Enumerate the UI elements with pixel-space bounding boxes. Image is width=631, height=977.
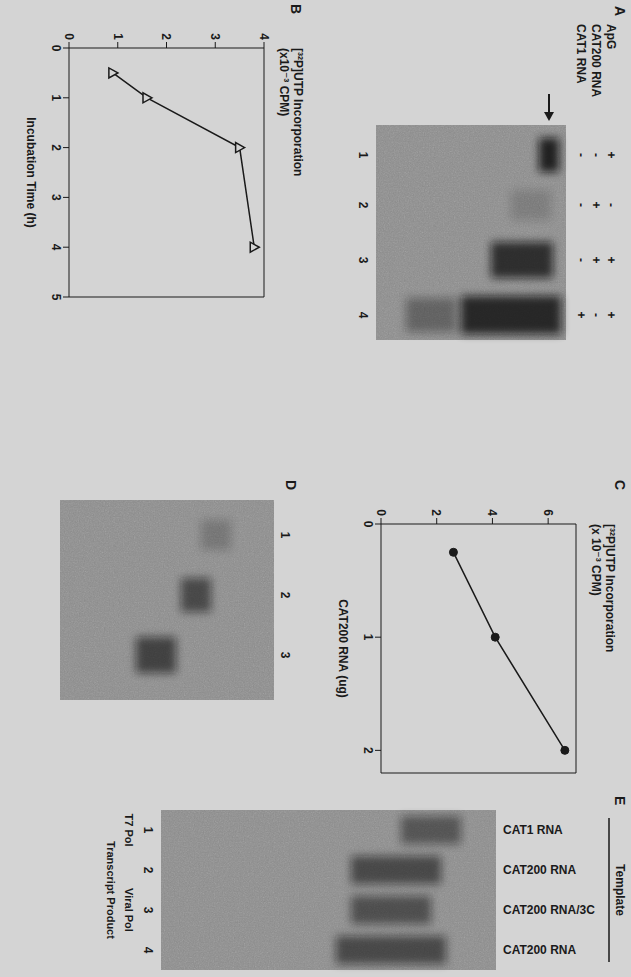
svg-text:1: 1 bbox=[361, 634, 375, 641]
svg-text:4: 4 bbox=[49, 244, 63, 251]
svg-text:2: 2 bbox=[361, 747, 375, 754]
svg-text:0: 0 bbox=[361, 521, 375, 528]
svg-text:D: D bbox=[283, 480, 299, 490]
svg-text:4: 4 bbox=[257, 33, 271, 40]
svg-text:+: + bbox=[589, 201, 603, 208]
svg-text:0: 0 bbox=[62, 33, 76, 40]
svg-text:3: 3 bbox=[356, 257, 370, 264]
svg-text:Viral Pol: Viral Pol bbox=[123, 888, 135, 932]
svg-text:CAT200 RNA: CAT200 RNA bbox=[503, 863, 576, 877]
svg-text:1: 1 bbox=[110, 33, 124, 40]
svg-text:Template: Template bbox=[613, 864, 627, 916]
svg-text:T7 Pol: T7 Pol bbox=[123, 813, 135, 846]
svg-text:1: 1 bbox=[141, 827, 155, 834]
svg-text:CAT200 RNA: CAT200 RNA bbox=[503, 943, 576, 957]
svg-text:CAT200 RNA (ug): CAT200 RNA (ug) bbox=[336, 599, 350, 698]
svg-text:C: C bbox=[612, 480, 628, 490]
svg-text:A: A bbox=[612, 6, 628, 16]
svg-text:0: 0 bbox=[374, 509, 388, 516]
svg-text:4: 4 bbox=[485, 509, 499, 516]
svg-text:ApG: ApG bbox=[604, 24, 618, 49]
svg-text:4: 4 bbox=[356, 312, 370, 319]
svg-text:1: 1 bbox=[356, 152, 370, 159]
svg-text:CAT200 RNA: CAT200 RNA bbox=[589, 24, 603, 97]
html-text:[³²P]UTP Incorporation: [³²P]UTP Incorporation bbox=[603, 524, 617, 653]
svg-text:2: 2 bbox=[159, 33, 173, 40]
svg-text:0: 0 bbox=[49, 45, 63, 52]
svg-text:-: - bbox=[574, 153, 588, 157]
svg-text:2: 2 bbox=[141, 867, 155, 874]
svg-text:2: 2 bbox=[49, 144, 63, 151]
svg-text:CAT200 RNA/3C: CAT200 RNA/3C bbox=[503, 903, 595, 917]
svg-text:5: 5 bbox=[49, 294, 63, 301]
svg-text:E: E bbox=[612, 796, 628, 805]
svg-text:-: - bbox=[589, 313, 603, 317]
html-text:[³²P]UTP Incorporation: [³²P]UTP Incorporation bbox=[291, 48, 305, 177]
svg-text:2: 2 bbox=[429, 509, 443, 516]
svg-text:Transcript Product: Transcript Product bbox=[105, 841, 117, 939]
svg-text:+: + bbox=[604, 151, 618, 158]
svg-text:CAT1 RNA: CAT1 RNA bbox=[503, 823, 563, 837]
svg-text:6: 6 bbox=[541, 509, 555, 516]
svg-text:3: 3 bbox=[278, 652, 292, 659]
svg-text:-: - bbox=[574, 258, 588, 262]
html-text:(x10⁻³ CPM): (x10⁻³ CPM) bbox=[277, 48, 291, 117]
svg-text:1: 1 bbox=[278, 532, 292, 539]
svg-text:2: 2 bbox=[278, 592, 292, 599]
svg-text:3: 3 bbox=[49, 194, 63, 201]
svg-text:4: 4 bbox=[141, 947, 155, 954]
svg-text:3: 3 bbox=[208, 33, 222, 40]
svg-text:1: 1 bbox=[49, 94, 63, 101]
svg-text:+: + bbox=[604, 311, 618, 318]
svg-text:-: - bbox=[574, 203, 588, 207]
svg-text:+: + bbox=[574, 311, 588, 318]
svg-text:+: + bbox=[589, 256, 603, 263]
svg-text:B: B bbox=[288, 4, 304, 14]
svg-text:-: - bbox=[604, 203, 618, 207]
svg-text:-: - bbox=[589, 153, 603, 157]
svg-text:CAT1 RNA: CAT1 RNA bbox=[574, 24, 588, 84]
svg-text:+: + bbox=[604, 256, 618, 263]
svg-text:2: 2 bbox=[356, 202, 370, 209]
svg-text:3: 3 bbox=[141, 907, 155, 914]
svg-text:Incubation Time (h): Incubation Time (h) bbox=[24, 117, 38, 227]
html-text:(x 10⁻³ CPM): (x 10⁻³ CPM) bbox=[589, 524, 603, 596]
